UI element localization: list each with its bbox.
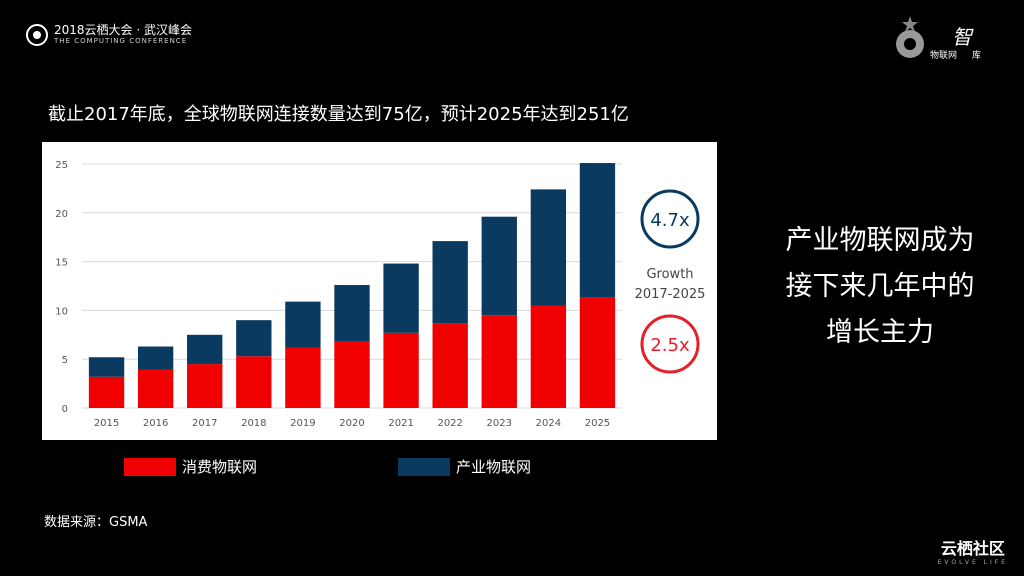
bar-industrial xyxy=(187,334,223,365)
bar-industrial xyxy=(579,163,616,298)
x-tick-label: 2019 xyxy=(290,418,315,429)
event-title: 2018云栖大会 · 武汉峰会 xyxy=(54,23,192,37)
x-tick-label: 2018 xyxy=(241,418,266,429)
bar-consumer xyxy=(432,323,468,408)
bar-consumer xyxy=(481,315,517,408)
headline: 截止2017年底，全球物联网连接数量达到75亿，预计2025年达到251亿 xyxy=(48,104,629,125)
x-tick-label: 2025 xyxy=(585,418,610,429)
x-tick-label: 2023 xyxy=(487,418,512,429)
growth-consumer-value: 2.5x xyxy=(650,335,690,356)
bar-industrial xyxy=(432,241,468,324)
bar-industrial xyxy=(530,189,567,306)
bar-industrial xyxy=(236,320,272,357)
growth-industrial-value: 4.7x xyxy=(650,210,690,231)
legend-swatch-consumer xyxy=(124,457,176,476)
event-logo: 2018云栖大会 · 武汉峰会 THE COMPUTING CONFERENCE xyxy=(26,24,192,46)
growth-industrial-circle xyxy=(640,189,700,249)
y-tick-label: 10 xyxy=(55,306,68,317)
bar-consumer xyxy=(137,369,174,408)
y-tick-label: 20 xyxy=(55,209,68,220)
bar-consumer xyxy=(187,364,223,408)
crown-icon xyxy=(902,16,918,32)
legend-label-industrial: 产业物联网 xyxy=(456,458,532,476)
brand-footer: 云栖社区 EVOLVE LIFE xyxy=(938,535,1008,566)
partner-text-c: 库 xyxy=(972,49,981,61)
bar-consumer xyxy=(530,305,567,408)
bar-consumer xyxy=(88,376,125,408)
x-tick-label: 2015 xyxy=(94,418,119,429)
legend-swatch-industrial xyxy=(398,457,450,476)
y-tick-label: 25 xyxy=(55,160,68,171)
growth-label-line2: 2017-2025 xyxy=(635,287,706,302)
bar-consumer xyxy=(334,341,370,408)
x-tick-label: 2021 xyxy=(388,418,413,429)
data-source: 数据来源：GSMA xyxy=(44,515,148,530)
brand-tagline: EVOLVE LIFE xyxy=(937,559,1008,566)
y-tick-label: 15 xyxy=(55,258,68,269)
x-tick-label: 2022 xyxy=(437,418,462,429)
event-subtitle: THE COMPUTING CONFERENCE xyxy=(54,37,188,45)
bar-industrial xyxy=(88,357,125,377)
bar-industrial xyxy=(334,285,370,342)
bar-consumer xyxy=(285,347,321,408)
chart-panel: 0 5 10 15 20 25 2015 2016 2017 2018 2019 2020 2021 20… xyxy=(42,142,717,440)
x-tick-label: 2020 xyxy=(339,418,364,429)
y-tick-label: 5 xyxy=(62,355,68,366)
y-tick-label: 0 xyxy=(62,404,68,415)
side-line-3: 增长主力 xyxy=(826,317,934,348)
partner-text-b: 智 xyxy=(952,25,974,49)
side-callout: 产业物联网成为 接下来几年中的 增长主力 xyxy=(760,218,1000,356)
partner-logo: 物联网 智 库 xyxy=(896,16,981,61)
side-line-1: 产业物联网成为 xyxy=(785,225,975,256)
legend-label-consumer: 消费物联网 xyxy=(182,458,258,476)
conference-logo-icon xyxy=(26,24,48,46)
legend-item-industrial: 产业物联网 xyxy=(398,456,531,477)
side-line-2: 接下来几年中的 xyxy=(785,271,975,302)
growth-consumer-circle xyxy=(640,314,700,374)
x-tick-label: 2024 xyxy=(536,418,561,429)
bar-consumer xyxy=(579,297,616,408)
x-tick-label: 2017 xyxy=(192,418,217,429)
bar-industrial xyxy=(383,263,419,333)
bar-consumer xyxy=(383,332,419,408)
legend: 消费物联网 产业物联网 xyxy=(124,456,724,478)
x-tick-label: 2016 xyxy=(143,418,168,429)
legend-item-consumer: 消费物联网 xyxy=(124,456,257,477)
bar-consumer xyxy=(236,356,272,408)
brand-name: 云栖社区 xyxy=(940,539,1005,558)
partner-text-a: 物联网 xyxy=(930,49,957,61)
growth-label-line1: Growth xyxy=(646,267,693,282)
bar-industrial xyxy=(285,301,321,348)
bar-industrial xyxy=(481,216,517,316)
bar-industrial xyxy=(137,346,174,370)
